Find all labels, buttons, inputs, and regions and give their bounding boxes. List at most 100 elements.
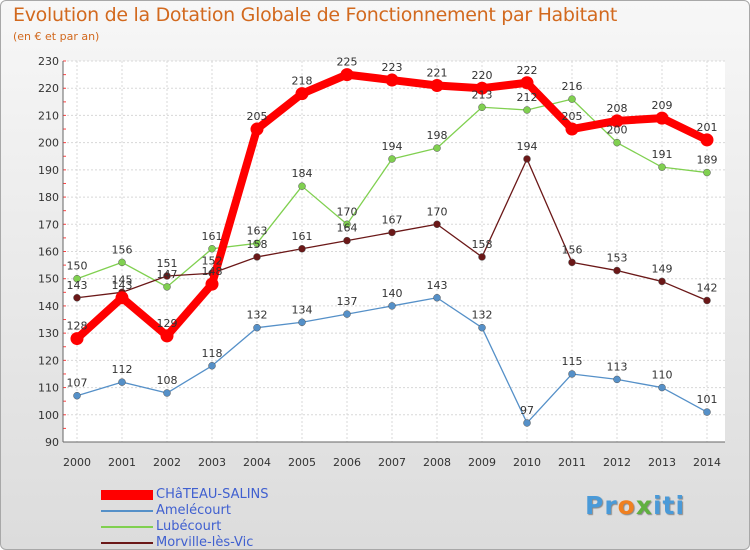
data-point xyxy=(388,155,396,163)
data-point xyxy=(298,318,306,327)
data-point xyxy=(658,163,666,171)
x-tick-label: 2005 xyxy=(288,456,316,469)
data-point xyxy=(523,419,531,427)
data-point xyxy=(295,87,309,101)
data-label: 97 xyxy=(520,404,534,417)
legend-swatch xyxy=(101,510,153,512)
data-label: 152 xyxy=(202,254,223,267)
data-label: 156 xyxy=(562,243,583,256)
chart-title: Evolution de la Dotation Globale de Fonc… xyxy=(13,4,618,26)
data-label: 151 xyxy=(157,257,178,270)
data-label: 128 xyxy=(67,320,88,333)
data-point xyxy=(703,408,711,416)
data-label: 118 xyxy=(202,347,223,360)
series-lines xyxy=(70,68,714,427)
y-tick-label: 200 xyxy=(38,137,59,150)
data-label: 153 xyxy=(607,252,628,265)
y-tick-label: 230 xyxy=(38,55,59,68)
x-tick-label: 2009 xyxy=(468,456,496,469)
y-tick-label: 220 xyxy=(38,82,59,95)
data-label: 161 xyxy=(292,230,313,243)
data-point xyxy=(700,133,714,147)
data-point xyxy=(613,266,621,275)
data-point xyxy=(568,258,576,267)
data-point xyxy=(253,253,261,261)
data-label: 212 xyxy=(517,91,538,104)
data-point xyxy=(478,103,486,112)
x-tick-label: 2014 xyxy=(693,456,721,469)
data-point xyxy=(565,122,579,136)
data-label: 113 xyxy=(607,360,628,373)
data-point xyxy=(613,375,621,384)
data-label: 112 xyxy=(112,363,133,376)
y-tick-label: 100 xyxy=(38,409,59,422)
x-tick-label: 2011 xyxy=(558,456,586,469)
data-label: 205 xyxy=(247,110,268,123)
legend-item-amelecourt[interactable]: Amelécourt xyxy=(101,503,269,519)
data-label: 209 xyxy=(652,99,673,112)
data-label: 191 xyxy=(652,148,673,161)
data-point xyxy=(160,329,174,343)
y-tick-label: 150 xyxy=(38,273,59,286)
data-label: 184 xyxy=(292,167,313,180)
data-point xyxy=(298,182,306,190)
data-label: 194 xyxy=(517,140,538,153)
y-tick-label: 90 xyxy=(45,436,59,449)
data-point xyxy=(658,383,666,392)
data-labels: 107 112 108 118 132 134 137 140 143 132 97 115 113 11… xyxy=(67,56,718,417)
legend-label: Lubécourt xyxy=(156,519,222,534)
legend: CHâTEAU-SALINS Amelécourt Lubécourt Morv… xyxy=(101,487,269,550)
data-point xyxy=(655,111,669,125)
data-label: 150 xyxy=(67,260,88,273)
data-point xyxy=(568,370,576,378)
data-label: 201 xyxy=(697,121,718,134)
data-label: 148 xyxy=(202,265,223,278)
y-tick-label: 110 xyxy=(38,382,59,395)
data-label: 143 xyxy=(67,279,88,292)
data-point xyxy=(73,391,81,400)
data-label: 198 xyxy=(427,129,448,142)
chart-subtitle: (en € et par an) xyxy=(13,30,100,43)
legend-item-lubecourt[interactable]: Lubécourt xyxy=(101,519,269,535)
data-point xyxy=(385,73,399,87)
legend-label: Amelécourt xyxy=(156,503,231,518)
x-tick-label: 2006 xyxy=(333,456,361,469)
data-label: 218 xyxy=(292,75,313,88)
legend-item-chateau-salins[interactable]: CHâTEAU-SALINS xyxy=(101,487,269,503)
data-label: 167 xyxy=(382,213,403,226)
data-label: 213 xyxy=(472,88,493,101)
data-label: 208 xyxy=(607,102,628,115)
data-label: 137 xyxy=(337,295,358,308)
data-label: 200 xyxy=(607,124,628,137)
x-tick-label: 2003 xyxy=(198,456,226,469)
data-label: 142 xyxy=(697,281,718,294)
x-tick-label: 2004 xyxy=(243,456,271,469)
data-point xyxy=(298,245,306,253)
data-label: 223 xyxy=(382,61,403,74)
data-point xyxy=(433,144,441,152)
data-point xyxy=(523,155,531,163)
data-point xyxy=(433,294,441,302)
data-point xyxy=(658,277,666,286)
x-tick-label: 2007 xyxy=(378,456,406,469)
x-tick-label: 2001 xyxy=(108,456,136,469)
data-label: 132 xyxy=(247,309,268,322)
data-label: 147 xyxy=(157,268,178,281)
data-label: 194 xyxy=(382,140,403,153)
data-point xyxy=(73,274,81,283)
legend-label: Morville-lès-Vic xyxy=(156,535,254,550)
data-label: 163 xyxy=(247,224,268,237)
legend-swatch xyxy=(101,526,153,528)
legend-item-morville-les-vic[interactable]: Morville-lès-Vic xyxy=(101,535,269,550)
data-point xyxy=(388,228,396,237)
x-tick-label: 2008 xyxy=(423,456,451,469)
legend-swatch xyxy=(101,542,153,544)
data-label: 221 xyxy=(427,66,448,79)
data-label: 158 xyxy=(247,238,268,251)
data-label: 129 xyxy=(157,317,178,330)
data-label: 143 xyxy=(112,279,133,292)
data-point xyxy=(208,362,216,370)
data-point xyxy=(703,168,711,177)
data-label: 225 xyxy=(337,56,358,69)
